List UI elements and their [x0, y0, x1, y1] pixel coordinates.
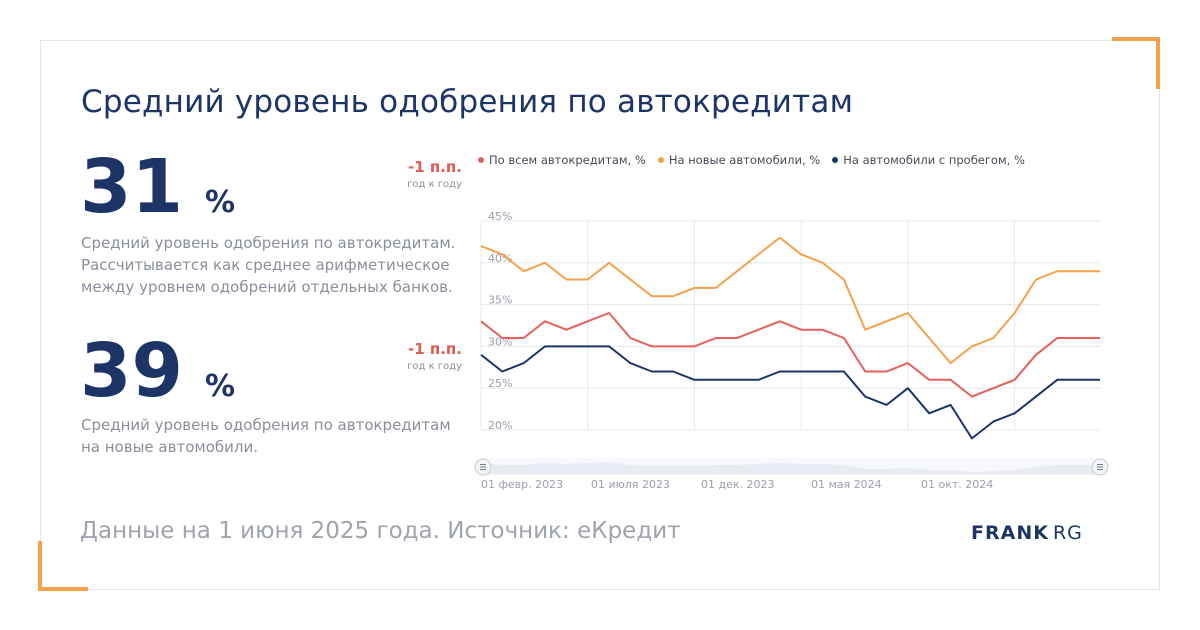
y-tick-label: 20%	[488, 419, 512, 432]
kpi-all-description: Средний уровень одобрения по автокредита…	[81, 234, 456, 296]
x-tick-label: 01 мая 2024	[811, 478, 882, 491]
series-line-1	[480, 236, 1100, 365]
legend-label-used: На автомобили с пробегом, %	[843, 153, 1025, 167]
kpi-new-unit: %	[204, 369, 236, 404]
x-tick-label: 01 дек. 2023	[701, 478, 775, 491]
navigator-area	[481, 462, 1100, 474]
legend-dot-all	[478, 157, 484, 163]
kpi-all-delta-note: год к году	[407, 179, 462, 190]
kpi-all: 31%	[80, 150, 235, 224]
y-tick-label: 35%	[488, 294, 512, 307]
kpi-new-value: 39	[80, 328, 183, 414]
logo-main: FRANK	[971, 522, 1049, 544]
footer-source: Данные на 1 июня 2025 года. Источник: еК…	[80, 518, 681, 544]
kpi-new-delta-note: год к году	[407, 361, 462, 372]
line-chart: 45%40%35%30%25%20%01 февр. 2023 01 июля 2…	[474, 210, 1109, 491]
corner-decoration-top-right	[1112, 37, 1160, 89]
legend-item-used[interactable]: На автомобили с пробегом, %	[832, 153, 1025, 167]
kpi-all-delta-value: -1 п.п.	[407, 158, 462, 176]
kpi-new-delta: -1 п.п. год к году	[342, 340, 462, 372]
kpi-new: 39%	[80, 334, 235, 408]
kpi-new-delta-value: -1 п.п.	[407, 340, 462, 358]
x-tick-label: 01 февр. 2023	[481, 478, 563, 491]
corner-decoration-bottom-left	[38, 541, 88, 591]
kpi-all-value: 31	[80, 144, 183, 230]
kpi-all-unit: %	[204, 185, 236, 220]
x-tick-label: 01 окт. 2024	[921, 478, 993, 491]
kpi-all-delta: -1 п.п. год к году	[342, 158, 462, 190]
legend-label-new: На новые автомобили, %	[668, 153, 821, 167]
series-line-0	[480, 312, 1100, 398]
x-tick-label: 01 июля 2023	[591, 478, 670, 491]
legend-item-new[interactable]: На новые автомобили, %	[657, 153, 821, 167]
series-line-2	[480, 345, 1100, 440]
legend-label-all: По всем автокредитам, %	[489, 153, 646, 167]
y-tick-label: 25%	[488, 377, 512, 390]
page-title: Средний уровень одобрения по автокредита…	[81, 84, 854, 120]
legend-dot-used	[832, 157, 839, 163]
chart-legend: По всем автокредитам, % На новые автомоб…	[478, 153, 1025, 167]
card	[40, 40, 1160, 590]
logo-suffix: RG	[1052, 522, 1083, 544]
kpi-new-description: Средний уровень одобрения по автокредита…	[81, 416, 451, 456]
legend-dot-new	[657, 157, 664, 163]
legend-item-all[interactable]: По всем автокредитам, %	[478, 153, 646, 167]
y-tick-label: 40%	[488, 252, 512, 265]
y-tick-label: 45%	[488, 210, 512, 223]
brand-logo: FRANK RG	[971, 522, 1083, 544]
